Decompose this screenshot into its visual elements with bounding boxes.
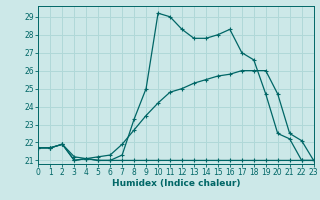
X-axis label: Humidex (Indice chaleur): Humidex (Indice chaleur) — [112, 179, 240, 188]
